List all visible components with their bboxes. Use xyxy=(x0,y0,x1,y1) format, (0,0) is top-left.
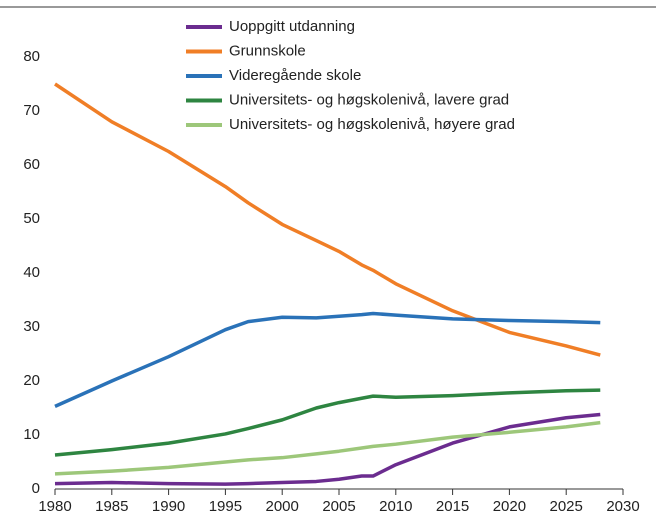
x-tick-label: 2015 xyxy=(436,498,469,515)
x-tick-label: 2030 xyxy=(606,498,639,515)
legend-label: Uoppgitt utdanning xyxy=(229,18,355,35)
series-line xyxy=(54,412,601,486)
x-tick-label: 2010 xyxy=(379,498,412,515)
x-tick-label: 2000 xyxy=(266,498,299,515)
series-line xyxy=(54,388,601,457)
y-tick-label: 70 xyxy=(23,102,40,119)
x-tick-label: 2020 xyxy=(493,498,526,515)
legend-label: Universitets- og høgskolenivå, lavere gr… xyxy=(229,91,509,108)
y-tick-label: 40 xyxy=(23,264,40,281)
y-tick-label: 50 xyxy=(23,210,40,227)
legend-label: Videregående skole xyxy=(229,67,361,84)
y-tick-label: 10 xyxy=(23,426,40,443)
y-tick-label: 60 xyxy=(23,156,40,173)
y-tick-label: 20 xyxy=(23,372,40,389)
x-tick-label: 2005 xyxy=(322,498,355,515)
legend-label: Universitets- og høgskolenivå, høyere gr… xyxy=(229,116,515,133)
x-tick-label: 1995 xyxy=(209,498,242,515)
series-line xyxy=(54,82,601,357)
legend-label: Grunnskole xyxy=(229,42,306,59)
y-tick-label: 0 xyxy=(32,480,40,497)
x-tick-label: 1990 xyxy=(152,498,185,515)
x-tick-label: 1985 xyxy=(95,498,128,515)
series-line xyxy=(54,420,601,476)
x-tick-label: 2025 xyxy=(550,498,583,515)
y-tick-label: 30 xyxy=(23,318,40,335)
x-tick-label: 1980 xyxy=(38,498,71,515)
series-line xyxy=(54,311,601,408)
y-tick-label: 80 xyxy=(23,48,40,65)
